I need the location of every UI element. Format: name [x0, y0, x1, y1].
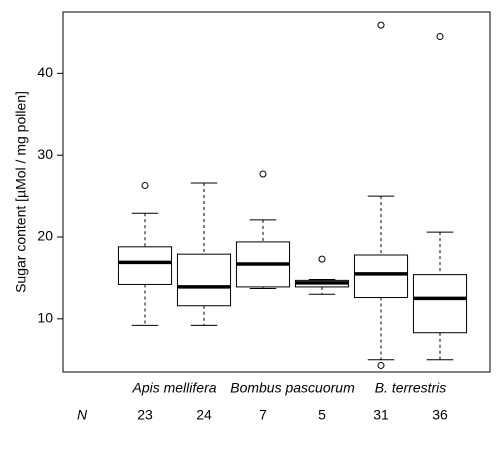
plot-frame: [62, 11, 491, 373]
n-value: 7: [259, 407, 267, 423]
y-tick-label: 40: [37, 64, 53, 80]
group-label: Bombus pascuorum: [230, 380, 355, 396]
y-tick-label: 10: [37, 310, 53, 326]
y-tick-label: 30: [37, 146, 53, 162]
outlier: [377, 21, 385, 29]
y-axis-label: Sugar content [µMol / mg pollen]: [13, 91, 29, 293]
box: [353, 254, 409, 299]
outlier: [377, 361, 385, 369]
outlier: [436, 33, 444, 41]
group-label: B. terrestris: [375, 380, 447, 396]
box: [176, 253, 232, 307]
outlier: [259, 170, 267, 178]
n-value: 24: [196, 407, 212, 423]
box: [117, 246, 173, 285]
n-value: 23: [137, 407, 153, 423]
outlier: [318, 255, 326, 263]
box: [412, 274, 468, 334]
n-label: N: [77, 407, 88, 423]
group-label: Apis mellifera: [131, 380, 216, 396]
n-value: 31: [373, 407, 389, 423]
n-value: 36: [432, 407, 448, 423]
outlier: [141, 181, 149, 189]
y-tick-label: 20: [37, 228, 53, 244]
n-value: 5: [318, 407, 326, 423]
